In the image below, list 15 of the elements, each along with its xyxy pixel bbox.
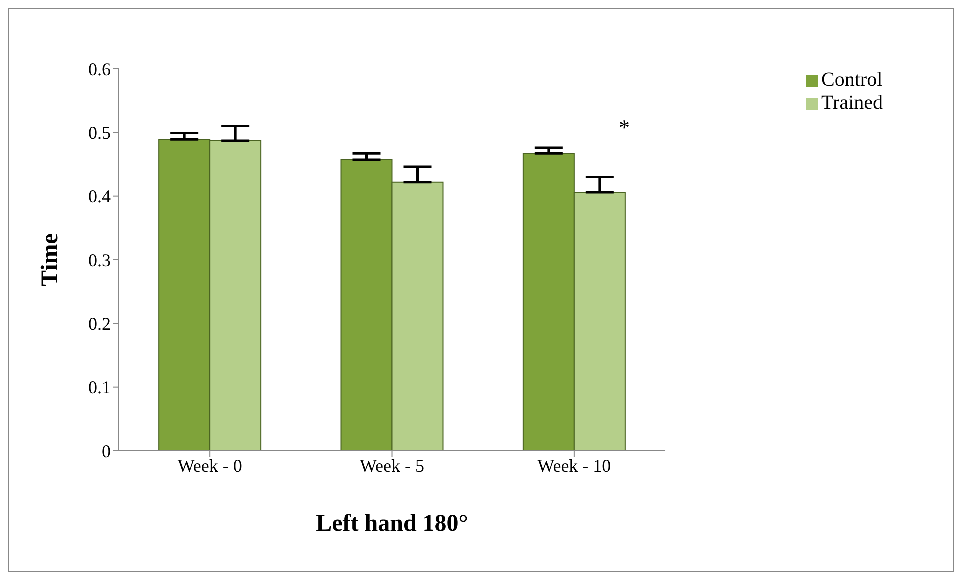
annotation: * xyxy=(619,115,630,140)
legend-label: Control xyxy=(822,69,883,91)
legend-label: Trained xyxy=(822,92,883,114)
y-tick-label: 0.5 xyxy=(88,123,111,144)
x-tick-label: Week - 5 xyxy=(360,456,425,476)
y-axis-title: Time xyxy=(38,233,64,286)
x-tick-label: Week - 0 xyxy=(178,456,242,476)
y-tick-label: 0.6 xyxy=(88,59,111,80)
x-axis-title: Left hand 180° xyxy=(316,511,468,537)
y-tick-label: 0.1 xyxy=(88,378,111,398)
y-tick-label: 0.4 xyxy=(88,186,111,207)
y-tick-label: 0 xyxy=(102,441,111,462)
y-tick-label: 0.2 xyxy=(88,314,111,334)
y-tick-label: 0.3 xyxy=(88,250,111,270)
x-tick-label: Week - 10 xyxy=(538,456,612,476)
